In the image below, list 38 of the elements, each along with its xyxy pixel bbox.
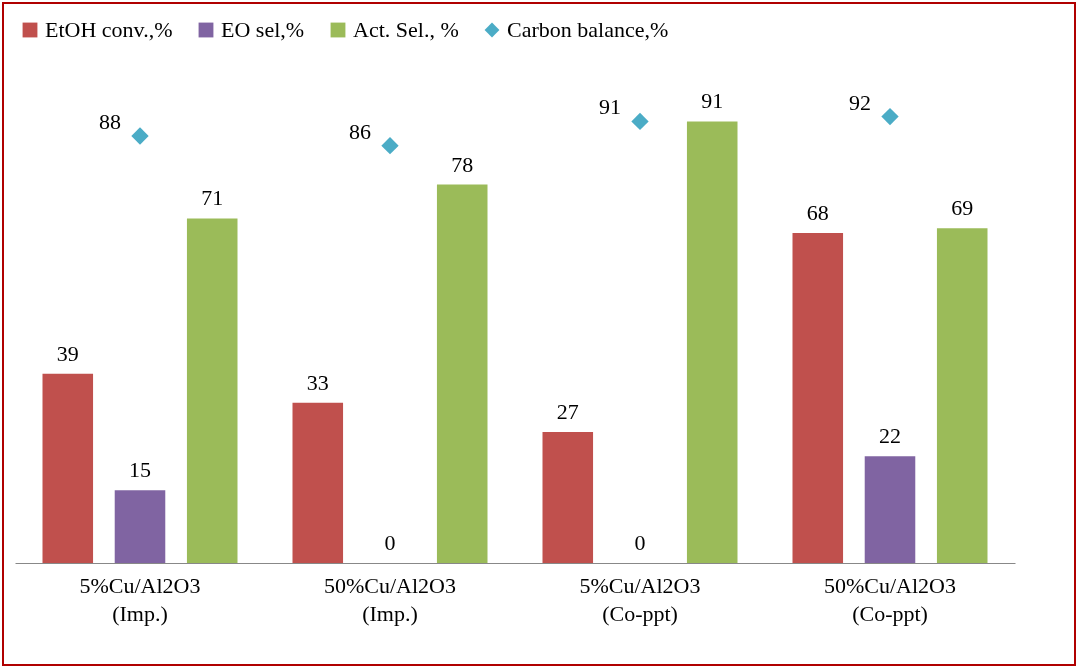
point [631, 112, 649, 131]
data-label: 92 [849, 89, 871, 115]
data-label: 27 [556, 398, 579, 424]
data-label: 88 [99, 108, 121, 134]
bar [42, 373, 94, 563]
data-label: 69 [951, 195, 974, 221]
x-tick-label: 5%Cu/Al2O3 (Co-ppt) [579, 572, 701, 626]
bar [114, 490, 166, 563]
data-label: 33 [306, 369, 329, 395]
x-tick-label: 50%Cu/Al2O3 (Imp.) [324, 572, 456, 626]
legend-label: Act. Sel., % [353, 17, 459, 42]
legend-label: EtOH conv.,% [45, 17, 173, 42]
bar [436, 184, 488, 563]
bar [292, 402, 344, 563]
x-tick-label: 50%Cu/Al2O3 (Co-ppt) [824, 572, 956, 626]
bar [686, 121, 738, 563]
bar [186, 218, 238, 563]
bar [542, 431, 594, 563]
data-label: 22 [879, 423, 901, 449]
bar [792, 233, 844, 563]
data-label: 39 [56, 340, 79, 366]
bar [864, 456, 916, 563]
bar [936, 228, 988, 563]
data-label: 0 [634, 530, 646, 555]
data-label: 86 [349, 118, 371, 144]
legend-label: Carbon balance,% [507, 17, 669, 42]
legend-label: EO sel,% [221, 17, 305, 42]
point [381, 137, 399, 155]
data-label: 91 [701, 88, 724, 114]
data-label: 15 [129, 457, 151, 483]
point [131, 127, 149, 145]
data-label: 91 [599, 94, 621, 120]
x-tick-label: 5%Cu/Al2O3 (Imp.) [79, 572, 201, 626]
data-label: 68 [806, 200, 829, 226]
data-label: 0 [384, 530, 396, 555]
point [881, 107, 899, 126]
data-label: 78 [451, 151, 474, 177]
data-label: 71 [201, 185, 224, 211]
